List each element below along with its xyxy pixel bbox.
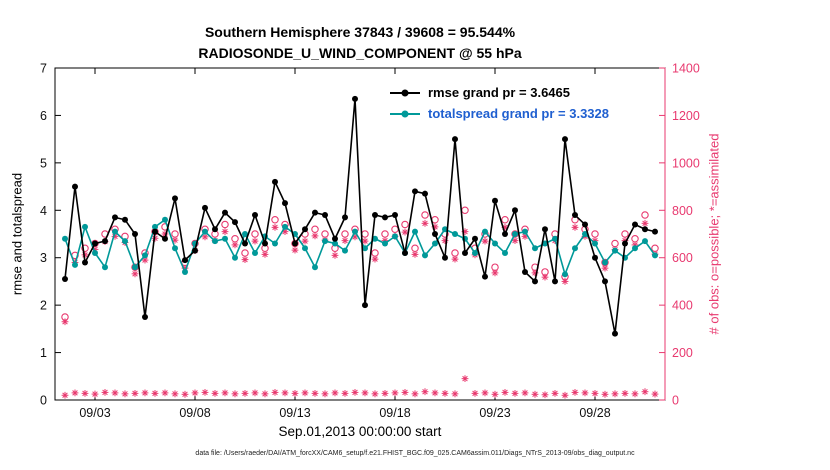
legend-label-rmse: rmse grand pr = 3.6465 <box>428 85 570 100</box>
left-axis-label: rmse and totalspread <box>9 172 25 296</box>
rmse-line-swatch <box>390 89 420 96</box>
totalspread-marker-icon <box>401 110 409 117</box>
svg-text:1400: 1400 <box>672 62 700 76</box>
svg-text:09/23: 09/23 <box>479 406 510 420</box>
svg-text:3: 3 <box>40 251 47 265</box>
rmse-grand-pr-3-6465-series <box>62 95 658 337</box>
page-title: Southern Hemisphere 37843 / 39608 = 95.5… <box>204 24 516 40</box>
svg-text:400: 400 <box>672 299 693 313</box>
x-axis-label: Sep.01,2013 00:00:00 start <box>278 424 442 439</box>
svg-text:09/03: 09/03 <box>79 406 110 420</box>
svg-text:2: 2 <box>40 299 47 313</box>
svg-text:200: 200 <box>672 346 693 360</box>
data-file-path: data file: /Users/raeder/DAI/ATM_forcXX/… <box>195 450 635 457</box>
svg-text:09/13: 09/13 <box>279 406 310 420</box>
axes: 0 1 2 3 4 5 6 7 0 200 400 600 800 1000 1200 1400 09/03 09… <box>40 62 700 421</box>
svg-text:600: 600 <box>672 251 693 265</box>
totalspread-grand-pr-3-3328-series <box>62 216 658 278</box>
legend-item-totalspread: totalspread grand pr = 3.3328 <box>390 103 609 124</box>
svg-text:09/28: 09/28 <box>579 406 610 420</box>
not-assimilated-series <box>61 375 659 399</box>
svg-text:6: 6 <box>40 109 47 123</box>
right-axis-label: # of obs: o=possible; *=assimilated <box>706 133 722 335</box>
svg-text:1000: 1000 <box>672 156 700 170</box>
legend-label-totalspread: totalspread grand pr = 3.3328 <box>428 106 609 121</box>
svg-text:5: 5 <box>40 156 47 170</box>
svg-text:09/18: 09/18 <box>379 406 410 420</box>
svg-text:1: 1 <box>40 346 47 360</box>
legend: rmse grand pr = 3.6465 totalspread grand… <box>390 82 609 124</box>
chart-subtitle: RADIOSONDE_U_WIND_COMPONENT @ 55 hPa <box>198 45 522 61</box>
legend-item-rmse: rmse grand pr = 3.6465 <box>390 82 609 103</box>
svg-text:0: 0 <box>40 394 47 408</box>
svg-text:4: 4 <box>40 204 47 218</box>
svg-text:1200: 1200 <box>672 109 700 123</box>
svg-text:09/08: 09/08 <box>179 406 210 420</box>
svg-text:800: 800 <box>672 204 693 218</box>
svg-text:7: 7 <box>40 62 47 76</box>
totalspread-line-swatch <box>390 110 420 117</box>
svg-text:0: 0 <box>672 394 679 408</box>
rmse-marker-icon <box>401 89 409 96</box>
